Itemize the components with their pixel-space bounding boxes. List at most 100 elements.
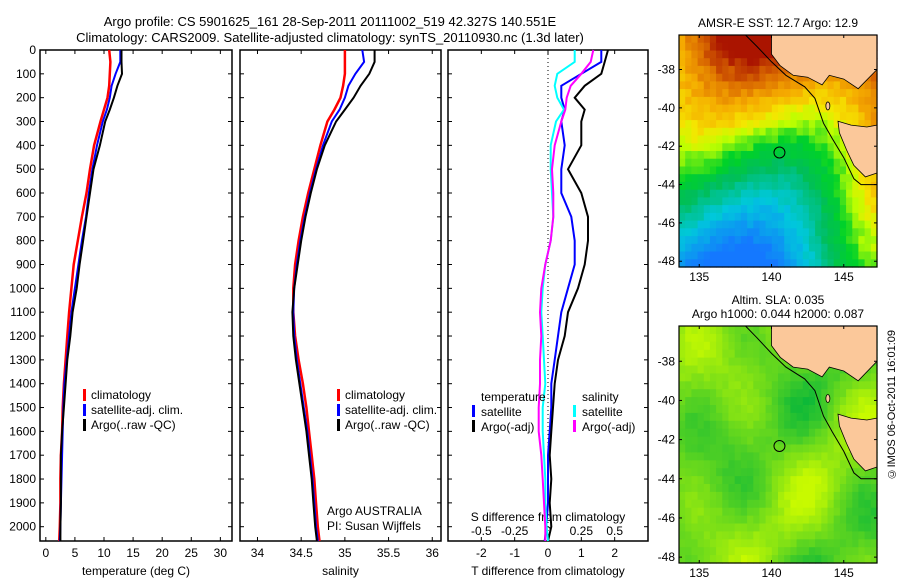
map-cell <box>784 81 791 90</box>
top-x-tick-label: -0.5 <box>471 524 492 538</box>
map-cell <box>808 499 816 509</box>
map-cell <box>679 181 686 191</box>
map-cell <box>790 523 798 532</box>
map-cell <box>728 365 736 374</box>
map-cell <box>703 197 711 206</box>
map-cell <box>765 507 773 517</box>
map-cell <box>796 507 804 517</box>
map-cell <box>747 212 754 222</box>
map-cell <box>784 73 791 82</box>
legend-label: satellite-adj. clim. <box>345 403 437 417</box>
map-cell <box>685 499 692 509</box>
map-cell <box>815 444 822 453</box>
map-cell <box>697 444 705 453</box>
map-cell <box>821 436 829 446</box>
y-tick-label: -40 <box>658 101 676 115</box>
map-cell <box>839 547 847 556</box>
map-cell <box>722 436 730 446</box>
series-line <box>547 49 609 542</box>
top-x-axis-label: S difference from climatology <box>471 510 626 524</box>
map-cell <box>709 381 717 390</box>
map-cell <box>685 381 692 390</box>
map-cell <box>703 452 711 461</box>
map-cell <box>765 104 773 113</box>
x-axis-label: T difference from climatology <box>471 564 625 578</box>
map-cell <box>716 515 723 525</box>
map-cell <box>802 120 810 129</box>
map-cell <box>852 531 860 540</box>
map-cell <box>790 112 798 121</box>
map-cell <box>821 523 829 532</box>
y-tick-label: 1100 <box>10 305 36 319</box>
map-cell <box>864 381 872 390</box>
map-cell <box>839 236 847 245</box>
map-cell <box>839 555 847 564</box>
map-cell <box>697 389 705 398</box>
map-cell <box>821 547 829 556</box>
map-cell <box>870 515 878 525</box>
map-cell <box>685 73 692 82</box>
map-cell <box>753 468 761 477</box>
map-cell <box>833 460 841 469</box>
map-cell <box>747 515 754 525</box>
map-cell <box>679 468 686 477</box>
map-cell <box>771 205 779 214</box>
map-cell <box>679 96 686 106</box>
y-tick-label: 2000 <box>9 520 36 534</box>
map-cell <box>864 212 872 222</box>
map-cell <box>846 197 853 206</box>
map-cell <box>709 65 717 75</box>
map-cell <box>716 96 723 106</box>
map-cell <box>759 104 767 113</box>
map-cell <box>722 539 730 548</box>
map-cell <box>703 104 711 113</box>
map-cell <box>808 389 816 398</box>
map-cell <box>815 539 822 548</box>
map-cell <box>753 428 761 438</box>
map-cell <box>846 531 853 540</box>
map-cell <box>703 476 711 485</box>
map-cell <box>691 65 699 75</box>
x-tick-label: 35.5 <box>377 546 401 560</box>
map-cell <box>815 468 822 477</box>
map-cell <box>716 236 723 245</box>
map-cell <box>703 531 711 540</box>
map-cell <box>790 507 798 517</box>
map-cell <box>734 555 742 564</box>
map-cell <box>858 104 866 113</box>
map-cell <box>685 120 692 129</box>
map-cell <box>722 389 730 398</box>
map-cell <box>784 539 791 548</box>
map-cell <box>864 220 872 229</box>
map-cell <box>821 507 829 517</box>
map-cell <box>815 174 822 183</box>
map-cell <box>709 515 717 525</box>
map-cell <box>703 135 711 144</box>
map-cell <box>759 405 767 414</box>
map-cell <box>709 135 717 144</box>
map-cell <box>685 389 692 398</box>
map-cell <box>796 381 804 390</box>
map-cell <box>728 104 736 113</box>
map-cell <box>679 212 686 222</box>
map-cell <box>679 428 686 438</box>
map-cell <box>691 436 699 446</box>
map-cell <box>697 539 705 548</box>
map-cell <box>802 436 810 446</box>
map-cell <box>728 452 736 461</box>
map-cell <box>759 547 767 556</box>
map-cell <box>691 444 699 453</box>
map-cell <box>716 181 723 191</box>
map-cell <box>709 349 717 359</box>
map-cell <box>852 523 860 532</box>
map-cell <box>703 205 711 214</box>
map-cell <box>728 333 736 343</box>
map-cell <box>864 523 872 532</box>
map-cell <box>685 205 692 214</box>
map-cell <box>759 243 767 253</box>
map-cell <box>839 228 847 237</box>
map-cell <box>697 452 705 461</box>
map-cell <box>833 420 841 430</box>
map-cell <box>864 228 872 237</box>
map-cell <box>740 476 748 485</box>
